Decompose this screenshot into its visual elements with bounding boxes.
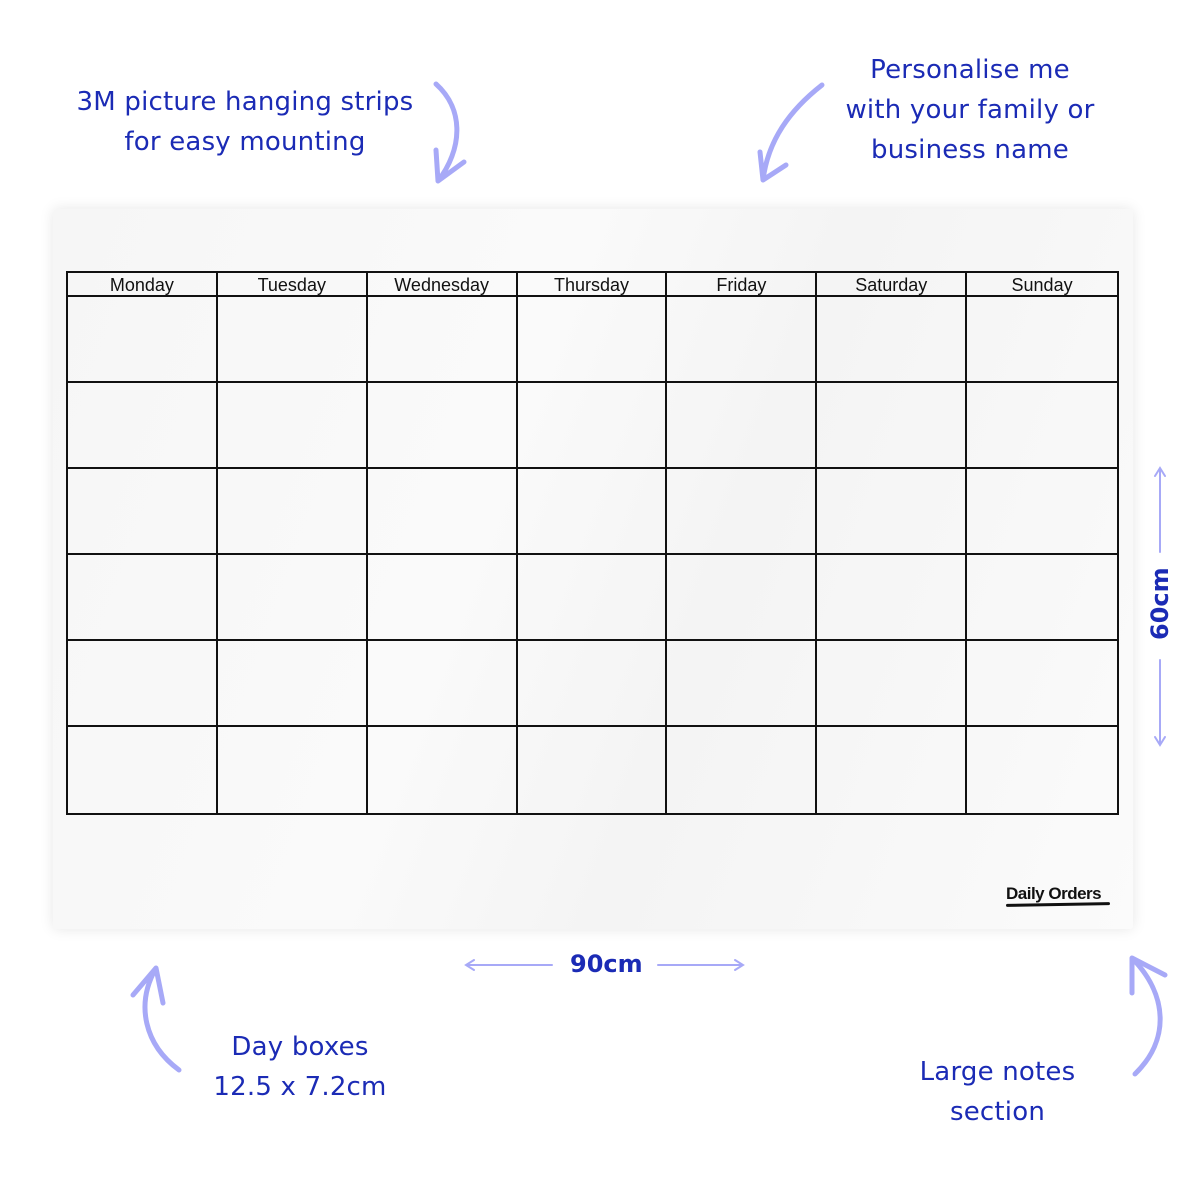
curved-arrow-icon [757,82,825,183]
day-box [517,297,668,383]
day-box [68,727,218,813]
day-box [68,469,218,555]
day-box [667,727,818,813]
day-box [217,555,368,641]
day-box [68,641,218,727]
day-box [817,555,968,641]
callout-line: section [949,1097,1046,1127]
day-header-tuesday: Tuesday [217,273,368,297]
day-box [517,383,668,469]
callout-day-boxes: Day boxes 12.5 x 7.2cm [190,1027,410,1107]
day-box [517,555,668,641]
day-box [368,727,518,813]
curved-arrow-icon [130,965,182,1073]
day-box [817,469,968,555]
day-header-sunday: Sunday [967,273,1117,297]
day-box [967,469,1117,555]
day-box [217,641,368,727]
day-box [367,469,518,555]
callout-mounting: 3M picture hanging strips for easy mount… [60,82,430,162]
day-box [817,641,968,727]
callout-line: 3M picture hanging strips [76,87,414,117]
day-box [817,727,968,813]
height-arrow-up-icon [1154,466,1166,553]
day-box [218,727,368,813]
curved-arrow-icon [1129,955,1168,1077]
whiteboard-calendar [53,209,1133,929]
day-box [518,727,668,813]
callout-line: business name [871,135,1069,165]
day-box [667,469,818,555]
width-arrow-left-icon [464,959,553,971]
callout-line: Day boxes [231,1032,369,1062]
height-label: 60cm [1146,567,1174,640]
day-box [367,555,518,641]
day-box [68,383,218,469]
day-box [667,297,818,383]
day-box [68,297,218,383]
day-box [967,297,1117,383]
callout-line: for easy mounting [124,127,366,157]
day-box [517,641,668,727]
day-box [667,383,818,469]
day-header-saturday: Saturday [817,273,968,297]
day-box [667,555,818,641]
callout-personalise: Personalise me with your family or busin… [830,50,1110,170]
day-header-wednesday: Wednesday [367,273,518,297]
day-box [817,297,968,383]
curved-arrow-icon [433,81,467,184]
day-header-monday: Monday [68,273,218,297]
day-box [367,641,518,727]
day-box [967,383,1117,469]
width-label: 90cm [570,950,643,978]
day-box [367,297,518,383]
day-box [967,555,1117,641]
day-box [68,555,218,641]
day-header-friday: Friday [667,273,818,297]
day-header-thursday: Thursday [517,273,668,297]
day-box [817,383,968,469]
brand-logo: Daily Orders [1006,884,1102,903]
callout-line: with your family or [845,95,1095,125]
height-arrow-down-icon [1154,659,1166,747]
day-box [517,469,668,555]
callout-line: 12.5 x 7.2cm [213,1072,387,1102]
day-box [217,383,368,469]
callout-line: Large notes [919,1057,1076,1087]
day-box [967,641,1117,727]
day-box [217,469,368,555]
calendar-grid: Monday Tuesday Wednesday Thursday Friday Satu… [66,271,1119,815]
day-box [667,641,818,727]
width-arrow-right-icon [657,959,745,971]
callout-line: Personalise me [870,55,1070,85]
day-box [217,297,368,383]
callout-notes: Large notes section [880,1052,1115,1132]
day-box [367,383,518,469]
day-box [967,727,1117,813]
